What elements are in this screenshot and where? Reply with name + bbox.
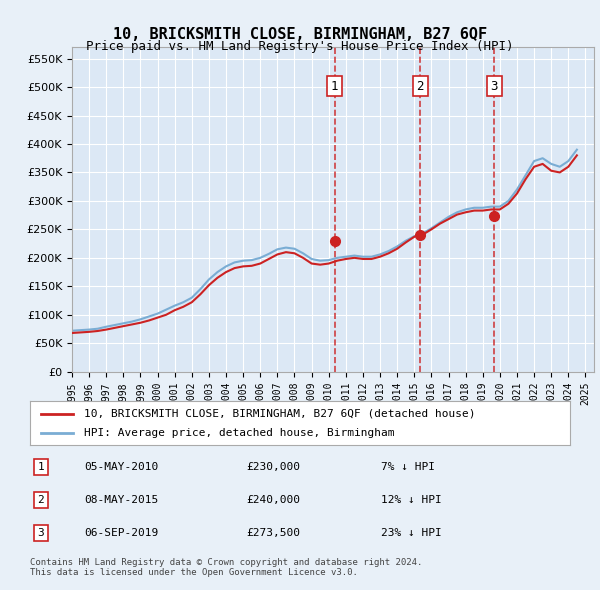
Text: £230,000: £230,000 [246, 462, 300, 472]
Text: 1: 1 [331, 80, 338, 93]
Text: 10, BRICKSMITH CLOSE, BIRMINGHAM, B27 6QF (detached house): 10, BRICKSMITH CLOSE, BIRMINGHAM, B27 6Q… [84, 409, 476, 418]
Text: 05-MAY-2010: 05-MAY-2010 [84, 462, 158, 472]
Text: 08-MAY-2015: 08-MAY-2015 [84, 495, 158, 505]
Text: Price paid vs. HM Land Registry's House Price Index (HPI): Price paid vs. HM Land Registry's House … [86, 40, 514, 53]
Text: 1: 1 [37, 462, 44, 472]
Text: Contains HM Land Registry data © Crown copyright and database right 2024.
This d: Contains HM Land Registry data © Crown c… [30, 558, 422, 577]
Text: £240,000: £240,000 [246, 495, 300, 505]
Text: 7% ↓ HPI: 7% ↓ HPI [381, 462, 435, 472]
Text: 3: 3 [37, 528, 44, 538]
Text: 06-SEP-2019: 06-SEP-2019 [84, 528, 158, 538]
Text: 12% ↓ HPI: 12% ↓ HPI [381, 495, 442, 505]
Text: 10, BRICKSMITH CLOSE, BIRMINGHAM, B27 6QF: 10, BRICKSMITH CLOSE, BIRMINGHAM, B27 6Q… [113, 27, 487, 41]
Text: 2: 2 [416, 80, 424, 93]
Text: £273,500: £273,500 [246, 528, 300, 538]
Text: HPI: Average price, detached house, Birmingham: HPI: Average price, detached house, Birm… [84, 428, 395, 438]
Text: 23% ↓ HPI: 23% ↓ HPI [381, 528, 442, 538]
Text: 3: 3 [490, 80, 498, 93]
Text: 2: 2 [37, 495, 44, 505]
